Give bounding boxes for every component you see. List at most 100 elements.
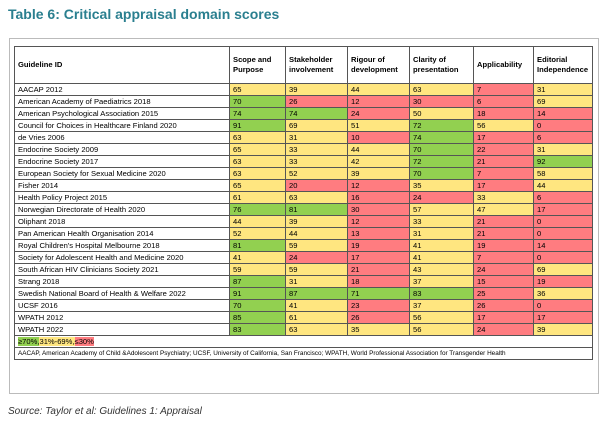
guideline-name: Strang 2018 (14, 275, 230, 288)
score-cell: 21 (473, 155, 534, 168)
score-cell: 41 (409, 251, 474, 264)
guideline-name: Fisher 2014 (14, 179, 230, 192)
score-cell: 74 (285, 107, 348, 120)
appraisal-table: Guideline ID Scope and Purpose Stakeholder… (14, 46, 593, 360)
score-cell: 17 (473, 311, 534, 324)
score-cell: 83 (409, 287, 474, 300)
score-cell: 31 (285, 275, 348, 288)
guideline-name: European Society for Sexual Medicine 202… (14, 167, 230, 180)
guideline-name: Oliphant 2018 (14, 215, 230, 228)
score-cell: 63 (285, 191, 348, 204)
score-cell: 36 (533, 287, 593, 300)
score-cell: 58 (533, 167, 593, 180)
score-cell: 70 (409, 167, 474, 180)
table-row: Royal Children's Hospital Melbourne 2018… (14, 239, 593, 252)
table-row: Society for Adolescent Health and Medici… (14, 251, 593, 264)
table-row: Swedish National Board of Health & Welfa… (14, 287, 593, 300)
score-cell: 13 (347, 227, 410, 240)
header-row: Guideline ID Scope and Purpose Stakeholder… (14, 46, 593, 84)
table-row: European Society for Sexual Medicine 202… (14, 167, 593, 180)
score-cell: 26 (473, 299, 534, 312)
score-cell: 17 (473, 179, 534, 192)
score-cell: 12 (347, 95, 410, 108)
score-cell: 26 (285, 95, 348, 108)
guideline-name: Royal Children's Hospital Melbourne 2018 (14, 239, 230, 252)
column-header: Clarity of presentation (409, 46, 474, 84)
score-cell: 35 (409, 179, 474, 192)
score-cell: 25 (473, 287, 534, 300)
guideline-name: Health Policy Project 2015 (14, 191, 230, 204)
score-cell: 15 (473, 275, 534, 288)
score-cell: 61 (229, 191, 286, 204)
score-cell: 71 (347, 287, 410, 300)
score-cell: 74 (229, 107, 286, 120)
guideline-name: de Vries 2006 (14, 131, 230, 144)
score-cell: 44 (285, 227, 348, 240)
score-cell: 20 (285, 179, 348, 192)
score-cell: 17 (473, 131, 534, 144)
score-cell: 33 (473, 191, 534, 204)
table-row: WPATH 2012 85 61 26 56 17 17 (14, 311, 593, 324)
score-cell: 57 (409, 203, 474, 216)
score-cell: 44 (229, 215, 286, 228)
score-cell: 23 (347, 299, 410, 312)
score-cell: 0 (533, 119, 593, 132)
score-cell: 31 (533, 143, 593, 156)
score-cell: 18 (473, 107, 534, 120)
guideline-name: Society for Adolescent Health and Medici… (14, 251, 230, 264)
score-cell: 6 (533, 191, 593, 204)
table-body: AACAP 2012 65 39 44 63 7 31 American Academy of… (14, 83, 593, 360)
score-cell: 59 (229, 263, 286, 276)
score-cell: 63 (229, 131, 286, 144)
score-cell: 30 (347, 203, 410, 216)
score-cell: 31 (285, 131, 348, 144)
score-cell: 21 (473, 215, 534, 228)
legend-cell: ≥70%,31%-69%,≤30% (14, 335, 593, 348)
score-cell: 87 (229, 275, 286, 288)
table-row: Fisher 2014 65 20 12 35 17 44 (14, 179, 593, 192)
score-cell: 47 (473, 203, 534, 216)
score-cell: 61 (285, 311, 348, 324)
column-header: Editorial Independence (533, 46, 593, 84)
score-cell: 43 (409, 263, 474, 276)
score-cell: 42 (347, 155, 410, 168)
guideline-name: American Psychological Association 2015 (14, 107, 230, 120)
score-cell: 70 (409, 143, 474, 156)
guideline-name: Pan American Health Organisation 2014 (14, 227, 230, 240)
table-row: Council for Choices in Healthcare Finlan… (14, 119, 593, 132)
score-cell: 35 (347, 323, 410, 336)
score-cell: 19 (473, 239, 534, 252)
score-cell: 24 (409, 191, 474, 204)
score-cell: 52 (229, 227, 286, 240)
score-cell: 59 (285, 263, 348, 276)
guideline-name: Endocrine Society 2009 (14, 143, 230, 156)
score-cell: 39 (347, 167, 410, 180)
guideline-name: American Academy of Paediatrics 2018 (14, 95, 230, 108)
score-cell: 37 (409, 299, 474, 312)
column-header: Scope and Purpose (229, 46, 286, 84)
table-row: Strang 2018 87 31 18 37 15 19 (14, 275, 593, 288)
score-cell: 69 (533, 95, 593, 108)
score-cell: 26 (347, 311, 410, 324)
score-cell: 56 (473, 119, 534, 132)
score-cell: 37 (409, 275, 474, 288)
score-cell: 7 (473, 251, 534, 264)
score-cell: 65 (229, 83, 286, 96)
score-cell: 39 (285, 215, 348, 228)
score-cell: 39 (533, 323, 593, 336)
score-cell: 17 (533, 311, 593, 324)
note-row: AACAP, American Academy of Child &Adoles… (14, 347, 593, 360)
score-cell: 33 (285, 155, 348, 168)
legend-item: ≤30% (74, 337, 94, 346)
score-cell: 12 (347, 179, 410, 192)
guideline-name: Council for Choices in Healthcare Finlan… (14, 119, 230, 132)
score-cell: 72 (409, 155, 474, 168)
score-cell: 52 (285, 167, 348, 180)
score-cell: 17 (533, 203, 593, 216)
table-row: American Academy of Paediatrics 2018 70 26… (14, 95, 593, 108)
score-cell: 91 (229, 119, 286, 132)
guideline-name: South African HIV Clinicians Society 202… (14, 263, 230, 276)
score-cell: 65 (229, 179, 286, 192)
score-cell: 59 (285, 239, 348, 252)
score-cell: 92 (533, 155, 593, 168)
